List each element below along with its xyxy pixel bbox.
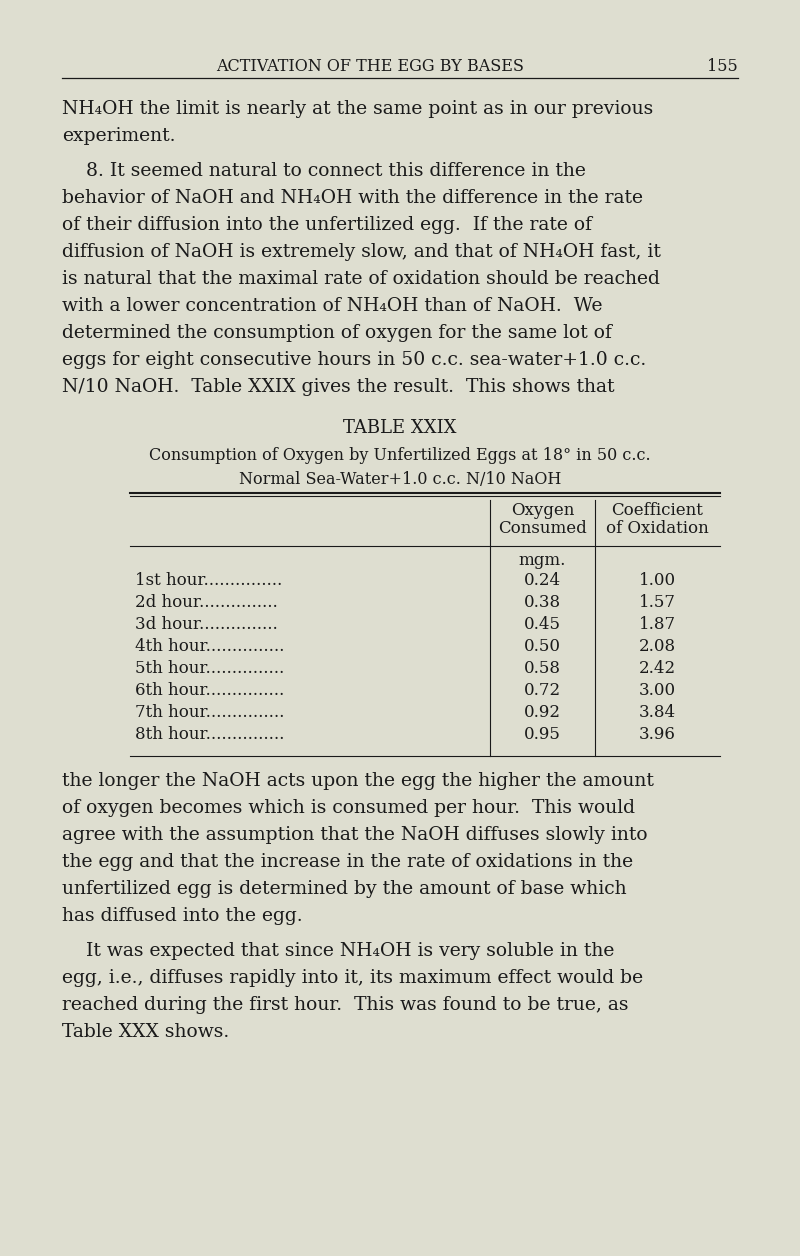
Text: determined the consumption of oxygen for the same lot of: determined the consumption of oxygen for…: [62, 324, 612, 342]
Text: 1.57: 1.57: [639, 594, 676, 610]
Text: mgm.: mgm.: [519, 551, 566, 569]
Text: Table XXX shows.: Table XXX shows.: [62, 1022, 230, 1041]
Text: with a lower concentration of NH₄OH than of NaOH.  We: with a lower concentration of NH₄OH than…: [62, 296, 602, 315]
Text: N/10 NaOH.  Table XXIX gives the result.  This shows that: N/10 NaOH. Table XXIX gives the result. …: [62, 378, 614, 396]
Text: 6th hour...............: 6th hour...............: [135, 682, 284, 700]
Text: TABLE XXIX: TABLE XXIX: [343, 420, 457, 437]
Text: behavior of NaOH and NH₄OH with the difference in the rate: behavior of NaOH and NH₄OH with the diff…: [62, 188, 643, 207]
Text: 1.87: 1.87: [639, 615, 676, 633]
Text: 155: 155: [707, 58, 738, 75]
Text: 0.38: 0.38: [524, 594, 561, 610]
Text: 8. It seemed natural to connect this difference in the: 8. It seemed natural to connect this dif…: [62, 162, 586, 180]
Text: 0.45: 0.45: [524, 615, 561, 633]
Text: 8th hour...............: 8th hour...............: [135, 726, 284, 744]
Text: 1st hour...............: 1st hour...............: [135, 571, 282, 589]
Text: diffusion of NaOH is extremely slow, and that of NH₄OH fast, it: diffusion of NaOH is extremely slow, and…: [62, 242, 661, 261]
Text: 0.92: 0.92: [524, 705, 561, 721]
Text: the egg and that the increase in the rate of oxidations in the: the egg and that the increase in the rat…: [62, 853, 633, 870]
Text: 2.08: 2.08: [639, 638, 676, 654]
Text: 3.84: 3.84: [639, 705, 676, 721]
Text: has diffused into the egg.: has diffused into the egg.: [62, 907, 302, 924]
Text: egg, i.e., diffuses rapidly into it, its maximum effect would be: egg, i.e., diffuses rapidly into it, its…: [62, 968, 643, 987]
Text: experiment.: experiment.: [62, 127, 175, 144]
Text: of their diffusion into the unfertilized egg.  If the rate of: of their diffusion into the unfertilized…: [62, 216, 592, 234]
Text: 2d hour...............: 2d hour...............: [135, 594, 278, 610]
Text: 0.95: 0.95: [524, 726, 561, 744]
Text: NH₄OH the limit is nearly at the same point as in our previous: NH₄OH the limit is nearly at the same po…: [62, 100, 654, 118]
Text: Coefficient: Coefficient: [611, 502, 703, 519]
Text: agree with the assumption that the NaOH diffuses slowly into: agree with the assumption that the NaOH …: [62, 826, 648, 844]
Text: Oxygen: Oxygen: [511, 502, 574, 519]
Text: 3d hour...............: 3d hour...............: [135, 615, 278, 633]
Text: 7th hour...............: 7th hour...............: [135, 705, 284, 721]
Text: of Oxidation: of Oxidation: [606, 520, 709, 538]
Text: of oxygen becomes which is consumed per hour.  This would: of oxygen becomes which is consumed per …: [62, 799, 635, 816]
Text: the longer the NaOH acts upon the egg the higher the amount: the longer the NaOH acts upon the egg th…: [62, 772, 654, 790]
Text: 0.58: 0.58: [524, 659, 561, 677]
Text: 0.24: 0.24: [524, 571, 561, 589]
Text: ACTIVATION OF THE EGG BY BASES: ACTIVATION OF THE EGG BY BASES: [216, 58, 524, 75]
Text: 3.96: 3.96: [639, 726, 676, 744]
Text: 0.50: 0.50: [524, 638, 561, 654]
Text: Normal Sea-Water+1.0 c.c. N/10 NaOH: Normal Sea-Water+1.0 c.c. N/10 NaOH: [239, 471, 561, 489]
Text: Consumption of Oxygen by Unfertilized Eggs at 18° in 50 c.c.: Consumption of Oxygen by Unfertilized Eg…: [149, 447, 651, 463]
Text: Consumed: Consumed: [498, 520, 587, 538]
Text: is natural that the maximal rate of oxidation should be reached: is natural that the maximal rate of oxid…: [62, 270, 660, 288]
Text: It was expected that since NH₄OH is very soluble in the: It was expected that since NH₄OH is very…: [62, 942, 614, 960]
Text: reached during the first hour.  This was found to be true, as: reached during the first hour. This was …: [62, 996, 629, 1014]
Text: 0.72: 0.72: [524, 682, 561, 700]
Text: 4th hour...............: 4th hour...............: [135, 638, 284, 654]
Text: 2.42: 2.42: [639, 659, 676, 677]
Text: eggs for eight consecutive hours in 50 c.c. sea-water+1.0 c.c.: eggs for eight consecutive hours in 50 c…: [62, 350, 646, 369]
Text: 3.00: 3.00: [639, 682, 676, 700]
Text: 1.00: 1.00: [639, 571, 676, 589]
Text: 5th hour...............: 5th hour...............: [135, 659, 284, 677]
Text: unfertilized egg is determined by the amount of base which: unfertilized egg is determined by the am…: [62, 880, 626, 898]
